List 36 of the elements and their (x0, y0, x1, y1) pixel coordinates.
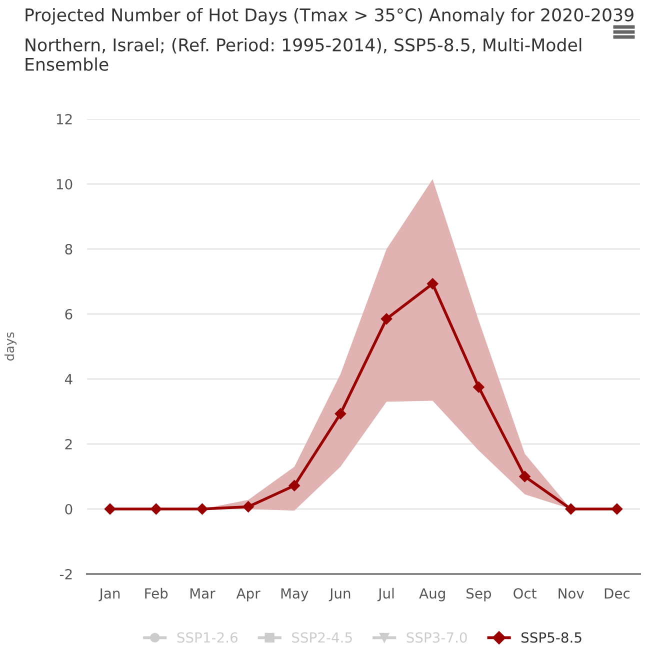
y-tick-label: 12 (56, 114, 72, 124)
x-tick-label: Nov (558, 588, 584, 599)
y-tick-label: 8 (65, 244, 72, 254)
x-tick-label: Mar (190, 588, 216, 599)
y-tick-label: 0 (65, 504, 72, 514)
x-tick-label: Jan (98, 588, 120, 602)
y-tick-label: 4 (64, 374, 72, 384)
point (472, 381, 485, 394)
point (242, 500, 254, 513)
x-tick-label: Jul (377, 588, 394, 602)
point (564, 503, 577, 515)
point (518, 470, 531, 482)
point (334, 408, 346, 420)
point (426, 278, 439, 290)
point (288, 480, 300, 492)
x-tick-label: Oct (514, 588, 536, 599)
x-tick-label: Feb (145, 588, 168, 599)
x-tick-label: Dec (604, 588, 630, 599)
point (104, 503, 116, 515)
x-tick-label: May (281, 588, 308, 602)
y-tick-label: 10 (56, 178, 72, 190)
y-tick-label: 6 (65, 308, 72, 320)
x-tick-label: Jun (328, 588, 350, 602)
chart-title: Projected Number of Hot Days (Tmax > 35°C) Anomaly for 2020-2039 (26, 8, 634, 25)
y-tick-label: 2 (65, 438, 72, 450)
chart-subtitle: Northern, Israel; (Ref. Period: 1995-2014), SSP5-8.5, Multi-Model Ensemble (26, 38, 582, 71)
x-tick-label: Aug (419, 588, 445, 602)
y-tick-label: -2 (60, 568, 72, 580)
x-tick-label: Apr (236, 588, 260, 602)
x-tick-label: Sep (466, 588, 492, 602)
legend-label: SSP5-8.5 (522, 632, 582, 643)
point (196, 503, 208, 515)
y-axis-title: days (4, 332, 17, 361)
point (380, 312, 392, 325)
point (150, 503, 162, 515)
point (611, 503, 623, 515)
